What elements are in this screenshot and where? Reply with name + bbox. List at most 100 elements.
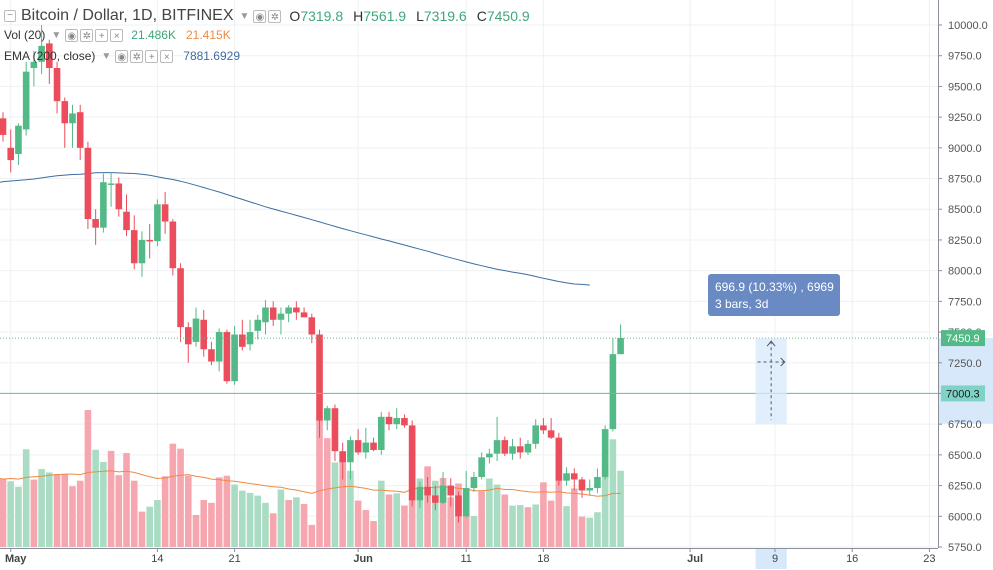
gear-icon[interactable]: ✲ <box>130 49 144 63</box>
volume-bar <box>223 475 231 547</box>
time-axis[interactable]: May 14 21 Jun 11 18 Jul 9 16 23 <box>0 548 938 570</box>
volume-bar <box>246 492 254 547</box>
price-tick-label: 9750.0 <box>948 51 982 63</box>
volume-bar <box>447 497 455 547</box>
chevron-down-icon[interactable]: ▼ <box>239 10 250 22</box>
candle-body <box>285 307 292 314</box>
volume-bar <box>262 502 269 547</box>
volume-bar <box>130 480 138 547</box>
volume-bar <box>61 474 69 547</box>
collapse-icon[interactable]: − <box>4 10 16 22</box>
time-tick-label: 16 <box>846 553 858 565</box>
volume-bar <box>501 494 509 547</box>
price-lines <box>0 337 938 394</box>
candle-body <box>455 495 462 517</box>
time-tick-label: 11 <box>460 553 471 565</box>
candle-body <box>516 446 524 453</box>
candle-body <box>130 230 138 264</box>
candle-body <box>416 486 424 501</box>
volume-bar <box>293 497 300 547</box>
candle-body <box>76 112 84 148</box>
candle-body <box>331 408 339 452</box>
candle-body <box>100 182 107 228</box>
volume-bar <box>115 475 123 547</box>
price-tick-label: 7250.0 <box>948 358 982 370</box>
volume-bar <box>169 443 177 547</box>
candle-body <box>138 239 146 264</box>
volume-bar <box>138 511 146 547</box>
high-value: 7561.9 <box>363 8 407 24</box>
price-axis[interactable]: 10000.0 9750.0 9500.0 9250.0 9000.0 8750.0 850… <box>938 0 993 570</box>
candle-body <box>277 313 285 320</box>
candle-body <box>377 416 385 450</box>
volume-bar <box>123 453 130 547</box>
candle-body <box>323 408 331 421</box>
candle-body <box>370 442 377 450</box>
eye-icon[interactable]: ◉ <box>253 9 267 23</box>
volume-bar <box>107 450 115 547</box>
price-tick-label: 8750.0 <box>948 174 982 186</box>
volume-legend: Vol (20) ▼ ◉ ✲ + × 21.486K 21.415K <box>4 28 231 42</box>
volume-bar <box>92 449 99 547</box>
low-label: L <box>416 8 424 24</box>
volume-bar <box>432 480 439 547</box>
gear-icon[interactable]: ✲ <box>80 28 94 42</box>
candle-body <box>393 418 401 425</box>
close-label: C <box>476 8 487 24</box>
price-axis-bg <box>938 0 993 570</box>
close-value: 7450.9 <box>486 8 530 24</box>
candle-body <box>208 349 215 362</box>
candle-body <box>594 476 601 489</box>
symbol-title: Bitcoin / Dollar, 1D, BITFINEX <box>21 7 234 24</box>
candle-body <box>586 488 594 491</box>
candle-body <box>609 354 617 430</box>
candle-body <box>432 495 439 503</box>
volume-bar <box>516 505 524 547</box>
volume-bar <box>184 475 192 547</box>
plus-icon[interactable]: + <box>95 28 109 42</box>
candle-body <box>570 473 578 480</box>
close-icon[interactable]: × <box>160 49 174 63</box>
chevron-down-icon[interactable]: ▼ <box>101 50 112 62</box>
volume-bar <box>532 504 539 547</box>
plus-icon[interactable]: + <box>145 49 159 63</box>
price-tick-label: 7750.0 <box>948 296 982 308</box>
candle-body <box>223 332 231 382</box>
candle-body <box>246 332 254 345</box>
volume-ma-line <box>0 470 621 497</box>
close-icon[interactable]: × <box>110 28 124 42</box>
volume-ma-value: 21.415K <box>185 28 231 42</box>
measure-tooltip-line2: 3 bars, 3d <box>715 297 768 311</box>
volume-bar <box>254 495 262 547</box>
volume-bar <box>69 486 76 547</box>
volume-bar <box>493 484 501 547</box>
volume-bar <box>22 449 30 547</box>
candle-body <box>254 319 262 331</box>
candlesticks <box>0 25 624 523</box>
chevron-down-icon[interactable]: ▼ <box>51 29 62 41</box>
candle-body <box>339 451 346 463</box>
candle-body <box>617 338 624 355</box>
candle-body <box>262 307 269 323</box>
eye-icon[interactable]: ◉ <box>65 28 79 42</box>
volume-bar <box>563 506 570 547</box>
price-tick-label: 5750.0 <box>948 542 982 554</box>
gear-icon[interactable]: ✲ <box>268 9 282 23</box>
symbol-legend: − Bitcoin / Dollar, 1D, BITFINEX ▼ ◉ ✲ O… <box>4 7 530 25</box>
candle-body <box>123 211 130 231</box>
candle-body <box>184 327 192 345</box>
measure-tooltip <box>708 274 840 316</box>
eye-icon[interactable]: ◉ <box>115 49 129 63</box>
candle-body <box>69 113 76 124</box>
volume-bar <box>416 478 424 547</box>
open-label: O <box>289 8 301 24</box>
volume-bar <box>424 466 431 547</box>
last-price-badge-label: 7450.9 <box>946 333 980 345</box>
volume-bar <box>269 513 277 547</box>
measure-tool[interactable]: 696.9 (10.33%) , 6969 3 bars, 3d <box>708 274 840 424</box>
volume-bars <box>0 410 624 547</box>
volume-bar <box>46 472 53 547</box>
high-label: H <box>353 8 364 24</box>
volume-bar <box>161 476 169 547</box>
